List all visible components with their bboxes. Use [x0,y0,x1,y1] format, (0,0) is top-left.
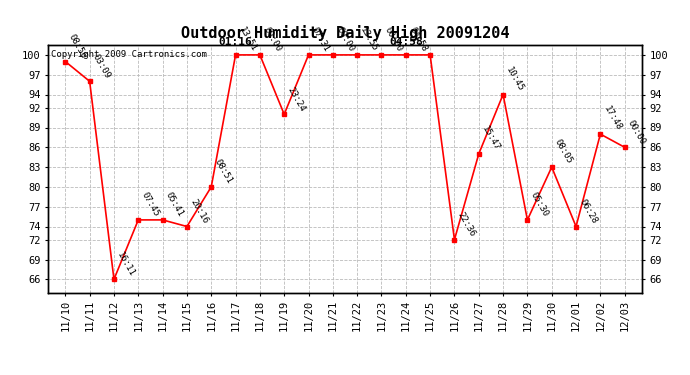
Text: 23:24: 23:24 [286,85,307,113]
Text: 00:00: 00:00 [626,118,647,146]
Text: 10:45: 10:45 [504,65,526,93]
Text: 00:00: 00:00 [383,26,404,54]
Text: 07:31: 07:31 [310,26,331,54]
Text: 07:45: 07:45 [139,191,161,219]
Title: Outdoor Humidity Daily High 20091204: Outdoor Humidity Daily High 20091204 [181,25,509,41]
Text: 05:41: 05:41 [164,191,185,219]
Text: 08:51: 08:51 [213,158,234,186]
Text: 04:58: 04:58 [407,26,428,54]
Text: 20:16: 20:16 [188,197,210,225]
Text: 04:58: 04:58 [389,37,423,47]
Text: Copyright 2009 Cartronics.com: Copyright 2009 Cartronics.com [51,50,207,59]
Text: 03:09: 03:09 [91,52,112,80]
Text: 01:16: 01:16 [219,37,253,47]
Text: 05:30: 05:30 [529,191,550,219]
Text: 00:00: 00:00 [334,26,355,54]
Text: 17:48: 17:48 [602,105,623,133]
Text: 13:55: 13:55 [359,26,380,54]
Text: 13:51: 13:51 [237,26,258,54]
Text: 16:11: 16:11 [115,250,137,278]
Text: 15:47: 15:47 [480,125,502,153]
Text: 08:05: 08:05 [553,138,574,166]
Text: 22:36: 22:36 [456,210,477,238]
Text: 08:56: 08:56 [67,32,88,60]
Text: 06:28: 06:28 [578,197,599,225]
Text: 00:00: 00:00 [262,26,282,54]
